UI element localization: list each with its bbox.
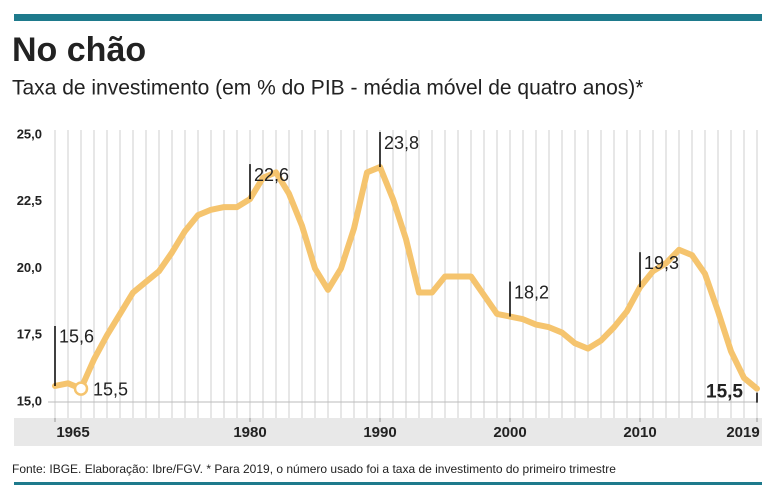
bottom-bar (14, 482, 762, 485)
value-label: 15,5 (706, 382, 743, 403)
y-tick-label: 15,0 (17, 393, 42, 408)
x-tick-label: 2010 (623, 424, 656, 441)
y-tick-label: 17,5 (17, 327, 42, 342)
x-axis-band (14, 418, 762, 446)
value-label: 23,8 (384, 133, 419, 153)
value-label: 15,6 (59, 327, 94, 347)
x-tick-label: 1980 (233, 424, 266, 441)
y-tick-label: 25,0 (17, 126, 42, 141)
x-tick-label: 2000 (493, 424, 526, 441)
y-tick-label: 22,5 (17, 193, 42, 208)
value-label: 19,3 (644, 253, 679, 273)
value-label: 22,6 (254, 165, 289, 185)
y-tick-label: 20,0 (17, 260, 42, 275)
chart-subtitle: Taxa de investimento (em % do PIB - médi… (12, 77, 643, 100)
top-bar (14, 14, 762, 21)
chart-title: No chão (12, 31, 146, 69)
x-tick-label: 2019 (726, 424, 759, 441)
source: Fonte: IBGE. Elaboração: Ibre/FGV. * Par… (12, 462, 616, 476)
value-label: 15,5 (93, 379, 128, 399)
marker (73, 381, 89, 396)
value-label: 18,2 (514, 282, 549, 302)
x-tick-label: 1965 (56, 424, 89, 441)
x-tick-label: 1990 (363, 424, 396, 441)
